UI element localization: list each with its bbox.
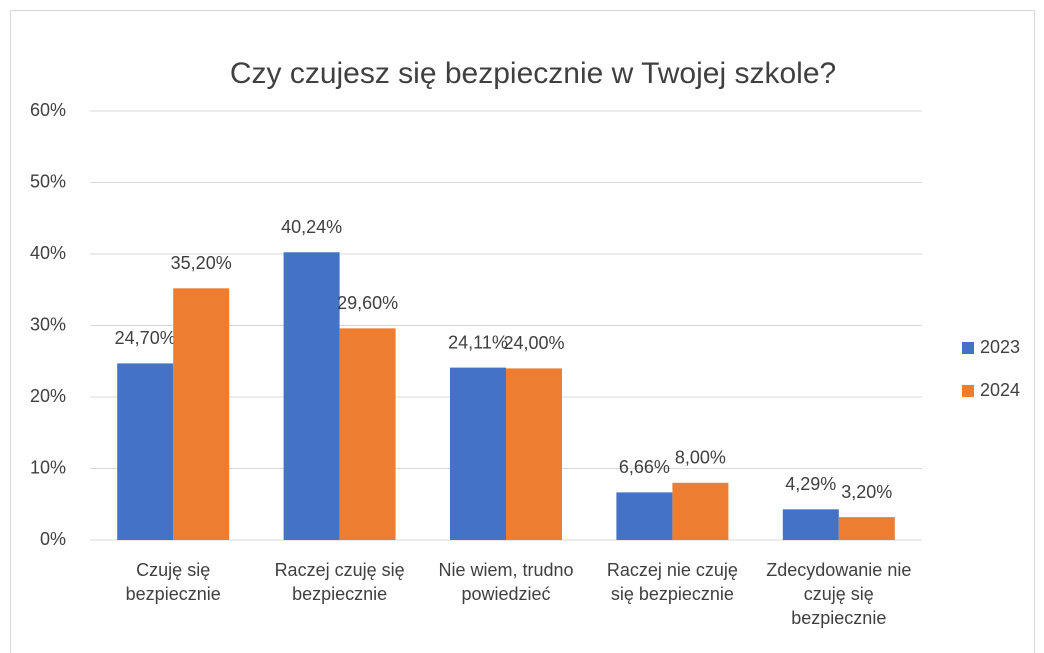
y-tick-label: 60% xyxy=(30,100,66,120)
data-label: 29,60% xyxy=(337,293,398,313)
bar xyxy=(838,517,895,540)
data-label: 24,00% xyxy=(503,333,564,353)
data-label: 3,20% xyxy=(841,482,892,502)
data-label: 24,70% xyxy=(115,328,176,348)
x-tick-label: Nie wiem, trudno powiedzieć xyxy=(438,560,574,604)
x-tick-label: Zdecydowanie nie czuję się bezpiecznie xyxy=(766,560,912,628)
data-label: 8,00% xyxy=(675,448,726,468)
x-tick-label: Raczej nie czuję się bezpiecznie xyxy=(606,560,738,604)
bar xyxy=(339,328,396,540)
data-label: 6,66% xyxy=(619,457,670,477)
bar xyxy=(782,509,839,540)
y-tick-label: 40% xyxy=(30,243,66,263)
bar xyxy=(506,368,562,540)
chart-title: Czy czujesz się bezpiecznie w Twojej szk… xyxy=(230,57,836,90)
bar xyxy=(173,288,230,540)
x-tick-label: Czuję się bezpiecznie xyxy=(125,560,221,604)
bar xyxy=(283,252,340,540)
x-tick-label: Raczej czuję się bezpiecznie xyxy=(274,560,405,604)
data-label: 40,24% xyxy=(281,217,342,237)
data-label: 4,29% xyxy=(785,474,836,494)
bar xyxy=(450,367,506,540)
legend-label: 2023 xyxy=(980,337,1020,357)
y-tick-label: 0% xyxy=(40,529,66,549)
legend-swatch xyxy=(962,342,974,354)
bar xyxy=(672,482,729,540)
legend-label: 2024 xyxy=(980,380,1020,400)
legend-swatch xyxy=(962,385,974,397)
y-tick-label: 10% xyxy=(30,457,66,477)
y-tick-label: 50% xyxy=(30,171,66,191)
y-tick-label: 20% xyxy=(30,386,66,406)
data-label: 35,20% xyxy=(171,253,232,273)
bar xyxy=(117,363,174,540)
y-tick-label: 30% xyxy=(30,314,66,334)
data-label: 24,11% xyxy=(448,332,508,352)
bar xyxy=(616,492,673,540)
